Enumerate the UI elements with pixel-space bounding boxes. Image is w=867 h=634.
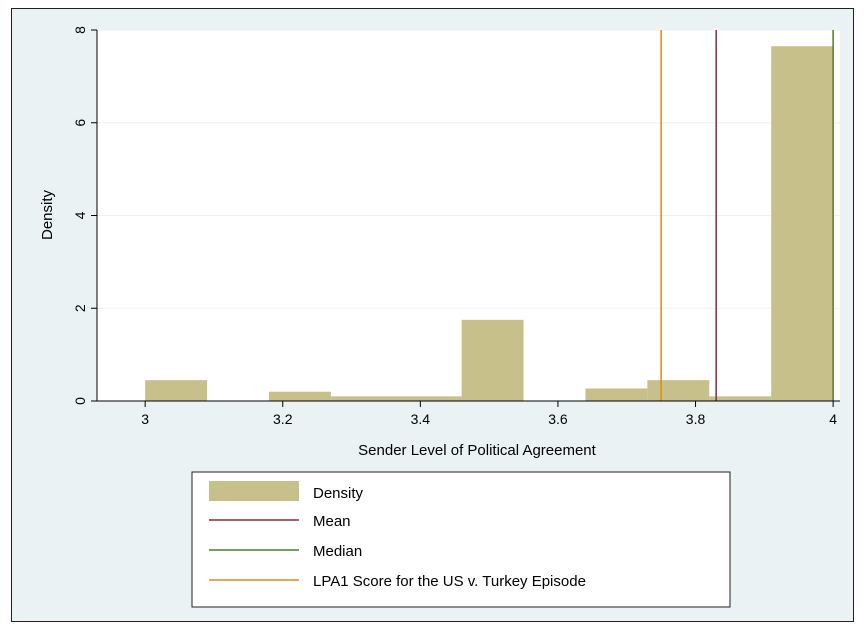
x-ticks: 3 3.2 3.4 3.6 3.8 4 — [141, 401, 837, 427]
density-bar — [145, 380, 208, 401]
y-tick-label: 4 — [72, 211, 88, 219]
density-bar — [709, 396, 772, 401]
x-tick-label: 3.4 — [411, 411, 431, 427]
y-tick-label: 0 — [72, 397, 88, 405]
y-tick-label: 8 — [72, 26, 88, 34]
density-bar — [268, 391, 331, 401]
legend-mean-label: Mean — [313, 513, 351, 530]
density-bar — [647, 380, 710, 401]
y-ticks: 0 2 4 6 8 — [72, 26, 97, 405]
reference-lines — [660, 30, 834, 401]
x-axis-title: Sender Level of Political Agreement — [358, 442, 596, 459]
density-bar — [771, 46, 834, 401]
x-tick-label: 4 — [829, 411, 837, 427]
legend: Density Mean Median LPA1 Score for the U… — [191, 471, 731, 608]
x-tick-label: 3 — [141, 411, 149, 427]
y-tick-label: 2 — [72, 304, 88, 312]
y-axis-title: Density — [39, 189, 56, 240]
legend-lpa1-label: LPA1 Score for the US v. Turkey Episode — [313, 573, 586, 590]
y-tick-label: 6 — [72, 119, 88, 127]
density-bar — [585, 388, 648, 401]
legend-median-label: Median — [313, 543, 362, 560]
legend-density-swatch — [209, 481, 299, 501]
x-tick-label: 3.6 — [548, 411, 568, 427]
x-tick-label: 3.8 — [686, 411, 706, 427]
density-bar — [461, 319, 524, 401]
density-bar — [330, 396, 462, 401]
legend-density-label: Density — [313, 485, 364, 502]
bars — [145, 46, 834, 401]
x-tick-label: 3.2 — [273, 411, 293, 427]
